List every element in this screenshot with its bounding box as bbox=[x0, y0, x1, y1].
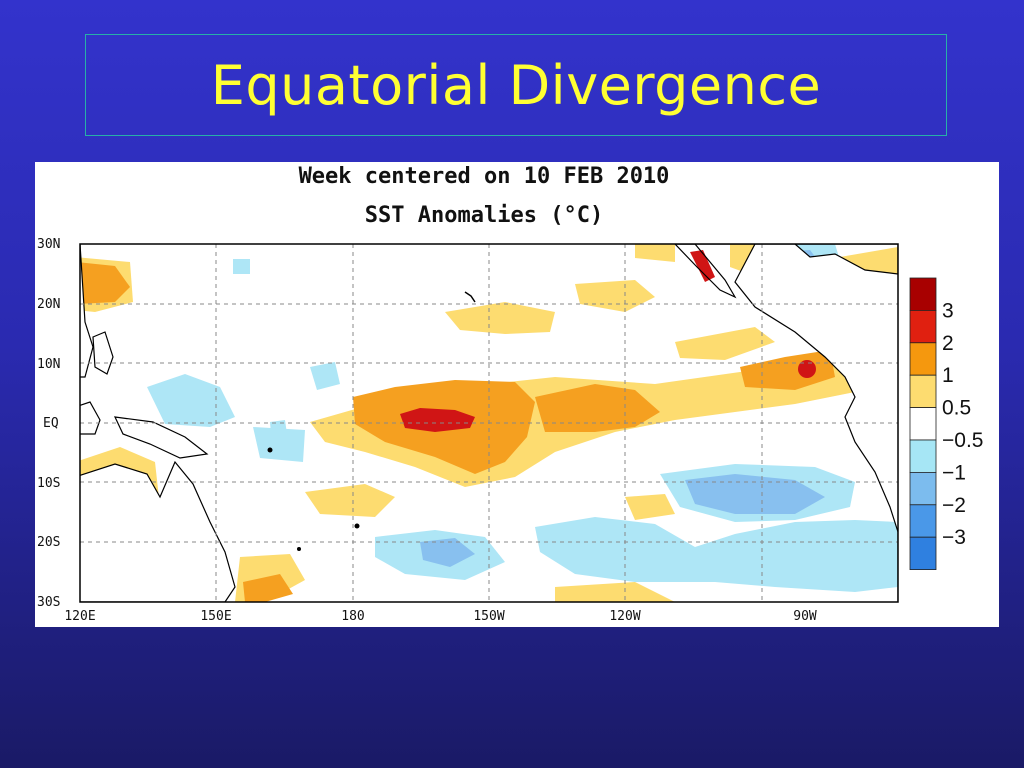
map-svg: Week centered on 10 FEB 2010 SST Anomali… bbox=[37, 164, 983, 624]
colorbar-swatch bbox=[909, 439, 937, 473]
colorbar-label: −3 bbox=[942, 526, 966, 549]
lon-tick: 120W bbox=[609, 609, 640, 624]
colorbar-label: 1 bbox=[942, 364, 954, 387]
title-box: Equatorial Divergence bbox=[85, 34, 947, 136]
lat-tick: 20N bbox=[37, 297, 60, 312]
new-guinea bbox=[113, 416, 209, 459]
lon-tick: 150E bbox=[200, 609, 231, 624]
lon-tick: 150W bbox=[473, 609, 504, 624]
lon-tick: 120E bbox=[64, 609, 95, 624]
colorbar-swatch bbox=[909, 342, 937, 376]
lat-tick: EQ bbox=[43, 416, 59, 431]
colorbar-swatch bbox=[909, 277, 937, 311]
colorbar-label: −1 bbox=[942, 461, 966, 484]
gridlines bbox=[80, 244, 898, 602]
slide-title: Equatorial Divergence bbox=[210, 53, 822, 117]
baja-coast bbox=[674, 244, 737, 299]
indonesia bbox=[80, 401, 101, 435]
lon-tick: 180 bbox=[341, 609, 364, 624]
americas-coast bbox=[675, 244, 898, 602]
warm-strong-regions bbox=[400, 250, 816, 432]
lat-tick: 20S bbox=[37, 535, 60, 550]
colorbar-swatch bbox=[909, 471, 937, 506]
lat-tick: 10N bbox=[37, 357, 60, 372]
colorbar-label: 2 bbox=[942, 332, 954, 355]
lon-axis: 120E 150E 180 150W 120W 90W bbox=[64, 609, 817, 624]
colorbar-swatch bbox=[909, 504, 937, 538]
colorbar-swatch bbox=[909, 536, 937, 571]
lat-tick: 30N bbox=[37, 237, 60, 252]
anomaly-field bbox=[80, 244, 898, 602]
colorbar-label: −0.5 bbox=[942, 429, 983, 452]
lat-tick: 10S bbox=[37, 476, 60, 491]
map-header-variable: SST Anomalies (°C) bbox=[365, 203, 603, 228]
plot-frame bbox=[79, 243, 899, 603]
map-header-week: Week centered on 10 FEB 2010 bbox=[299, 164, 670, 189]
colorbar: 3 2 1 0.5 −0.5 −1 −2 −3 bbox=[909, 277, 983, 571]
island-marker bbox=[297, 547, 301, 551]
hawaii-islands bbox=[464, 291, 476, 303]
colorbar-swatch bbox=[909, 374, 937, 408]
sst-anomaly-map: Week centered on 10 FEB 2010 SST Anomali… bbox=[35, 162, 999, 627]
colorbar-label: 0.5 bbox=[942, 397, 971, 420]
colorbar-swatch bbox=[909, 309, 937, 344]
lon-tick: 90W bbox=[793, 609, 817, 624]
lat-tick: 30S bbox=[37, 595, 60, 610]
colorbar-label: 3 bbox=[942, 299, 954, 322]
colorbar-swatch bbox=[909, 407, 937, 441]
island-marker bbox=[267, 447, 273, 453]
lat-axis: 30N 20N 10N EQ 10S 20S 30S bbox=[37, 237, 60, 610]
asia-coast bbox=[80, 244, 94, 378]
australia bbox=[80, 460, 236, 602]
island-marker bbox=[354, 523, 360, 529]
colorbar-label: −2 bbox=[942, 494, 966, 517]
